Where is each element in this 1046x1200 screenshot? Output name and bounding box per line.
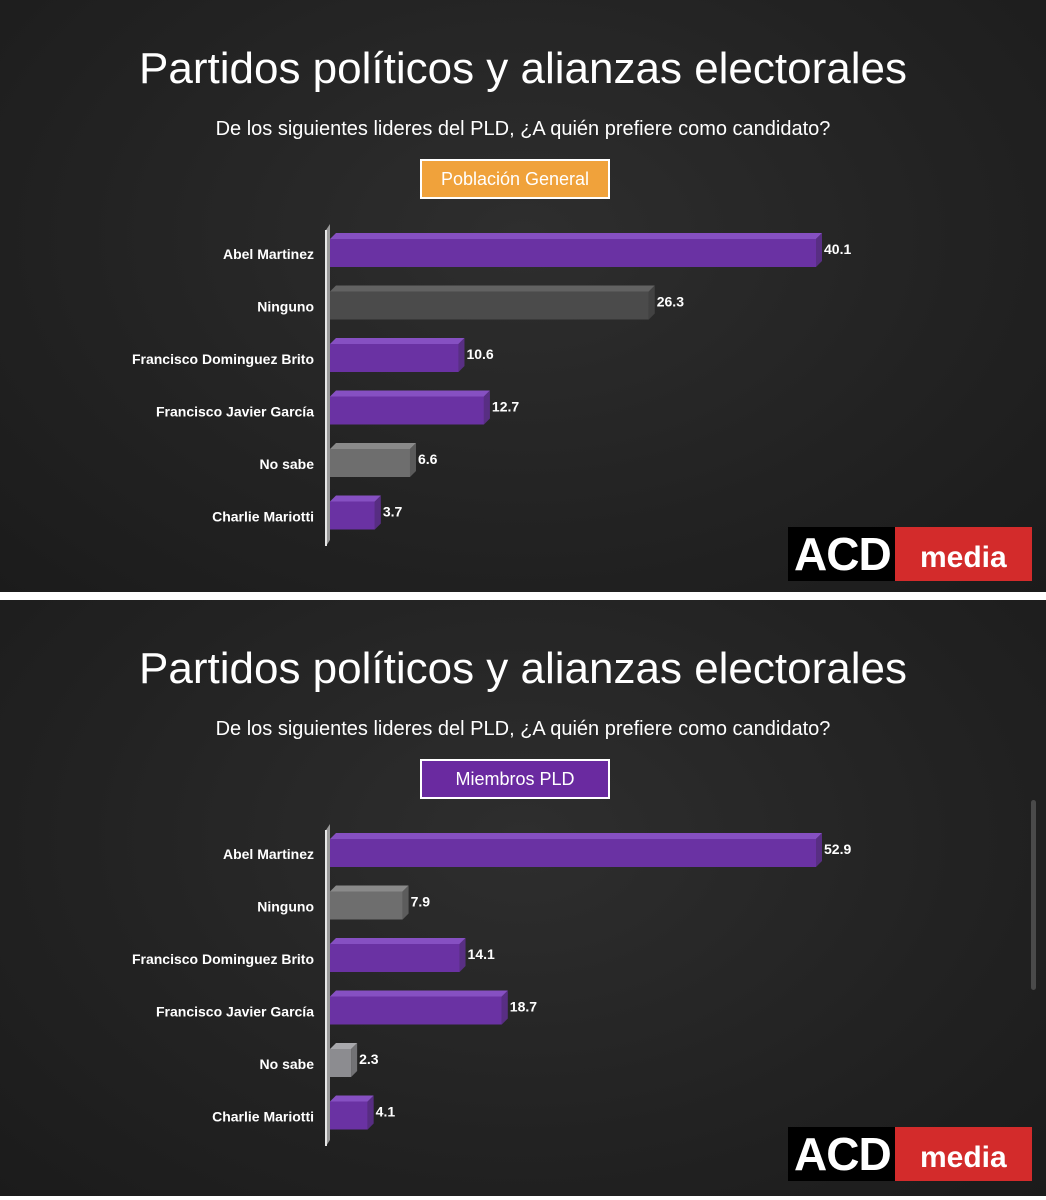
value-label: 10.6 [466, 346, 493, 362]
bar-top-face [330, 338, 465, 344]
acd-media-logo: ACD media [788, 1127, 1032, 1181]
bar-group: Francisco Dominguez Brito 10.6 [132, 338, 494, 372]
bar-group: No sabe 2.3 [260, 1043, 379, 1077]
bar-side-face [483, 390, 490, 425]
bar [330, 344, 459, 372]
bar-top-face [330, 833, 822, 839]
bar-side-face [501, 990, 508, 1025]
bar-side-face [816, 833, 822, 867]
bar-group: Abel Martinez 40.1 [223, 233, 851, 267]
bar-side-face [402, 885, 409, 920]
bar-group: Francisco Javier García 18.7 [156, 990, 537, 1025]
bar-group: Ninguno 7.9 [257, 885, 431, 920]
bar-group: Charlie Mariotti 3.7 [212, 495, 403, 530]
bar-side-face [367, 1095, 374, 1130]
bar-side-face [816, 233, 822, 267]
value-label: 40.1 [824, 241, 851, 257]
chart-panel-general: Partidos políticos y alianzas electorale… [0, 0, 1046, 592]
value-label: 12.7 [492, 399, 519, 415]
bar [330, 891, 403, 920]
category-label: Ninguno [257, 899, 314, 915]
category-label: Charlie Mariotti [212, 509, 314, 525]
value-label: 3.7 [383, 504, 403, 520]
bar-top-face [330, 285, 655, 292]
bar-chart: Abel Martinez 52.9 Ninguno 7.9 Francisco Dom… [132, 824, 851, 1146]
category-label: Francisco Javier García [156, 404, 314, 420]
value-label: 18.7 [510, 999, 537, 1015]
category-label: Charlie Mariotti [212, 1109, 314, 1125]
category-label: No sabe [260, 1056, 315, 1072]
acd-media-logo: ACD media [788, 527, 1032, 581]
bar-top-face [330, 390, 490, 397]
bar-side-face [459, 938, 466, 972]
logo-media-text: media [894, 1127, 1032, 1181]
category-label: Francisco Dominguez Brito [132, 351, 314, 367]
category-label: Ninguno [257, 299, 314, 315]
value-label: 7.9 [411, 894, 431, 910]
bar-side-face [351, 1043, 358, 1077]
value-label: 2.3 [359, 1051, 379, 1067]
bar [330, 449, 410, 477]
bar-top-face [330, 1043, 358, 1049]
bar [330, 944, 460, 972]
bar-top-face [330, 233, 822, 239]
bar-chart: Abel Martinez 40.1 Ninguno 26.3 Francisco Do… [132, 224, 851, 546]
bar [330, 839, 816, 867]
scrollbar-thumb[interactable] [1031, 800, 1036, 990]
bar-group: Abel Martinez 52.9 [223, 833, 851, 867]
value-label: 14.1 [468, 946, 495, 962]
chart-panel-pld-members: Partidos políticos y alianzas electorale… [0, 600, 1046, 1196]
panel-subtitle: De los siguientes lideres del PLD, ¿A qu… [215, 718, 831, 740]
bar-top-face [330, 938, 466, 944]
segment-badge: Población General [420, 159, 610, 199]
bar-group: Francisco Dominguez Brito 14.1 [132, 938, 495, 972]
value-label: 6.6 [418, 451, 438, 467]
bar-top-face [330, 990, 508, 997]
category-label: Francisco Dominguez Brito [132, 951, 314, 967]
category-label: Francisco Javier García [156, 1004, 314, 1020]
bar-group: Ninguno 26.3 [257, 285, 684, 320]
bar [330, 1049, 352, 1077]
value-label: 26.3 [657, 294, 684, 310]
logo-media-text: media [894, 527, 1032, 581]
bar-side-face [374, 495, 381, 530]
value-label: 52.9 [824, 841, 851, 857]
panel-title: Partidos políticos y alianzas electorale… [139, 644, 907, 693]
bar-top-face [330, 1095, 374, 1102]
bar-group: Francisco Javier García 12.7 [156, 390, 519, 425]
bar [330, 1101, 368, 1130]
bar-side-face [409, 443, 416, 477]
bar-top-face [330, 495, 381, 502]
value-label: 4.1 [376, 1104, 396, 1120]
category-label: Abel Martinez [223, 846, 314, 862]
bar-group: No sabe 6.6 [260, 443, 438, 477]
bar-side-face [648, 285, 655, 320]
bar [330, 396, 484, 425]
bar [330, 501, 375, 530]
bar-top-face [330, 885, 409, 892]
bar [330, 239, 816, 267]
segment-badge: Miembros PLD [420, 759, 610, 799]
bar-side-face [458, 338, 465, 372]
bar-top-face [330, 443, 416, 449]
panel-title: Partidos políticos y alianzas electorale… [139, 44, 907, 93]
logo-acd-text: ACD [788, 1127, 895, 1181]
bar [330, 996, 502, 1025]
bar-group: Charlie Mariotti 4.1 [212, 1095, 396, 1130]
bar [330, 291, 649, 320]
logo-acd-text: ACD [788, 527, 895, 581]
panel-subtitle: De los siguientes lideres del PLD, ¿A qu… [215, 118, 831, 140]
category-label: No sabe [260, 456, 315, 472]
category-label: Abel Martinez [223, 246, 314, 262]
